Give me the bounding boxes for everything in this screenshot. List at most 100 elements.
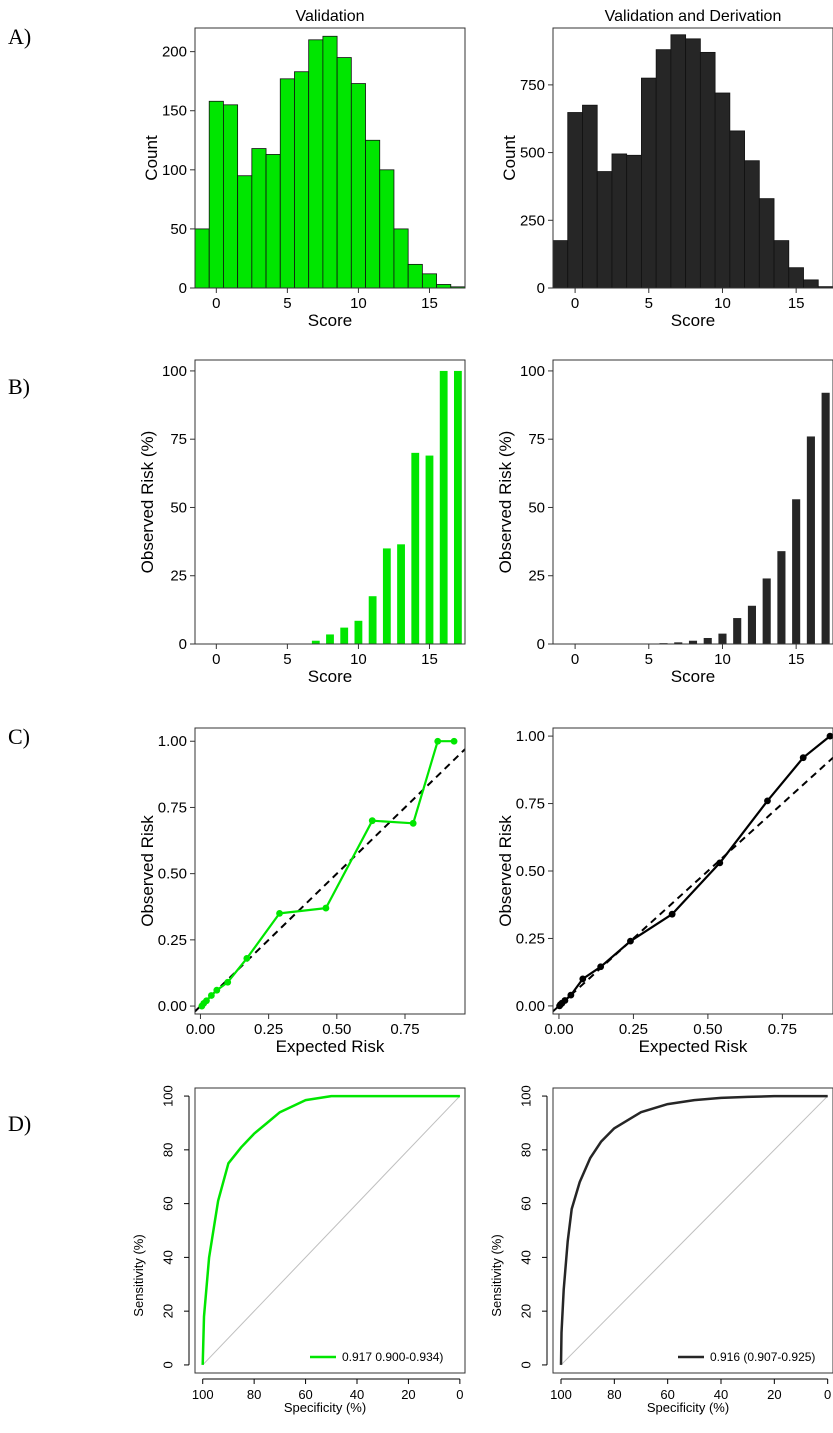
y-tick-label: 0 — [179, 636, 187, 653]
y-tick-label: 0 — [179, 280, 187, 297]
x-tick-label: 0 — [456, 1387, 463, 1402]
bar — [368, 596, 377, 644]
bar — [195, 228, 210, 288]
plot-area — [553, 34, 833, 288]
bar — [308, 39, 324, 288]
data-point — [567, 991, 575, 999]
y-tick-label: 1.00 — [158, 733, 187, 750]
bar — [773, 240, 790, 288]
data-point — [450, 737, 458, 745]
bar — [703, 637, 712, 644]
x-tick-label: 0 — [212, 295, 220, 312]
legend-label: 0.916 (0.907-0.925) — [710, 1350, 815, 1364]
bar — [336, 57, 352, 288]
bar — [762, 578, 771, 644]
bar — [688, 640, 698, 644]
data-point — [561, 997, 569, 1004]
x-tick-label: 15 — [788, 651, 805, 668]
x-tick-label: 10 — [350, 295, 367, 312]
y-axis-label: Observed Risk — [496, 815, 515, 927]
panel-frame — [552, 27, 833, 289]
x-tick-label: 10 — [714, 295, 731, 312]
x-tick-label: 10 — [350, 651, 367, 668]
x-tick-label: 0.25 — [254, 1021, 283, 1038]
bar — [567, 112, 583, 288]
row-label-d: D) — [8, 1111, 31, 1136]
bar — [237, 175, 253, 288]
y-tick-label: 0.25 — [516, 930, 545, 947]
y-tick-label: 0 — [518, 1361, 533, 1368]
y-tick-label: 100 — [160, 1085, 175, 1107]
x-tick-label: 0 — [824, 1387, 831, 1402]
y-axis-label: Sensitivity (%) — [489, 1234, 504, 1316]
x-tick-label: 15 — [421, 295, 438, 312]
bar — [208, 100, 224, 288]
bar — [718, 633, 727, 644]
bar — [596, 171, 613, 288]
y-tick-label: 0.00 — [158, 998, 187, 1015]
y-tick-label: 80 — [518, 1143, 533, 1157]
bar — [411, 452, 420, 644]
bar — [425, 455, 434, 644]
y-tick-label: 0.25 — [158, 932, 187, 949]
y-axis-label: Observed Risk (%) — [138, 431, 157, 574]
panel-frame — [194, 1087, 466, 1374]
bar — [788, 267, 804, 288]
x-tick-label: 20 — [767, 1387, 781, 1402]
bar — [365, 139, 381, 288]
bar — [397, 544, 405, 644]
bar — [744, 160, 760, 288]
bar — [674, 642, 683, 644]
x-tick-label: 0.50 — [322, 1021, 351, 1038]
x-tick-label: 100 — [192, 1387, 214, 1402]
data-point — [224, 978, 232, 986]
series-line — [201, 1094, 460, 1365]
bar — [792, 499, 801, 644]
x-tick-label: 60 — [298, 1387, 312, 1402]
chart-title: Validation — [295, 8, 364, 25]
y-tick-label: 0 — [537, 636, 545, 653]
bar — [322, 35, 338, 288]
x-tick-label: 0 — [571, 295, 579, 312]
x-axis-label: Expected Risk — [276, 1037, 385, 1056]
data-point — [368, 817, 376, 825]
x-tick-label: 5 — [645, 651, 653, 668]
x-axis-label: Score — [308, 667, 352, 686]
panel-d-right: 100 80 60 40 20 0 0 20 40 60 80 100 Specificity (%) S… — [489, 1085, 833, 1415]
data-point — [322, 904, 330, 912]
row-label-a: A) — [8, 24, 31, 49]
y-axis-label: Count — [500, 135, 519, 181]
bar — [747, 605, 756, 644]
bar — [626, 154, 642, 288]
y-tick-label: 50 — [170, 499, 187, 516]
data-point — [213, 986, 221, 994]
bar — [758, 198, 775, 288]
bar — [803, 279, 819, 288]
data-point — [276, 909, 283, 917]
data-point — [799, 754, 807, 762]
bar — [582, 104, 598, 288]
y-tick-label: 50 — [528, 499, 545, 516]
plot-area — [195, 737, 465, 1013]
y-tick-label: 250 — [520, 212, 545, 229]
bar — [265, 154, 281, 288]
data-point — [716, 859, 724, 867]
bar — [294, 71, 310, 288]
y-tick-label: 100 — [162, 363, 187, 380]
plot-area — [556, 392, 830, 644]
y-tick-label: 100 — [520, 363, 545, 380]
x-tick-label: 5 — [645, 295, 653, 312]
bar — [311, 640, 320, 644]
series-line — [200, 740, 455, 1007]
x-tick-label: 20 — [401, 1387, 415, 1402]
panel-frame — [194, 27, 466, 289]
bar — [439, 370, 448, 644]
y-tick-label: 100 — [518, 1085, 533, 1107]
bar — [641, 77, 657, 288]
plot-area — [195, 35, 465, 288]
panel-frame — [194, 359, 466, 645]
bar — [685, 38, 701, 288]
bar — [407, 263, 423, 288]
